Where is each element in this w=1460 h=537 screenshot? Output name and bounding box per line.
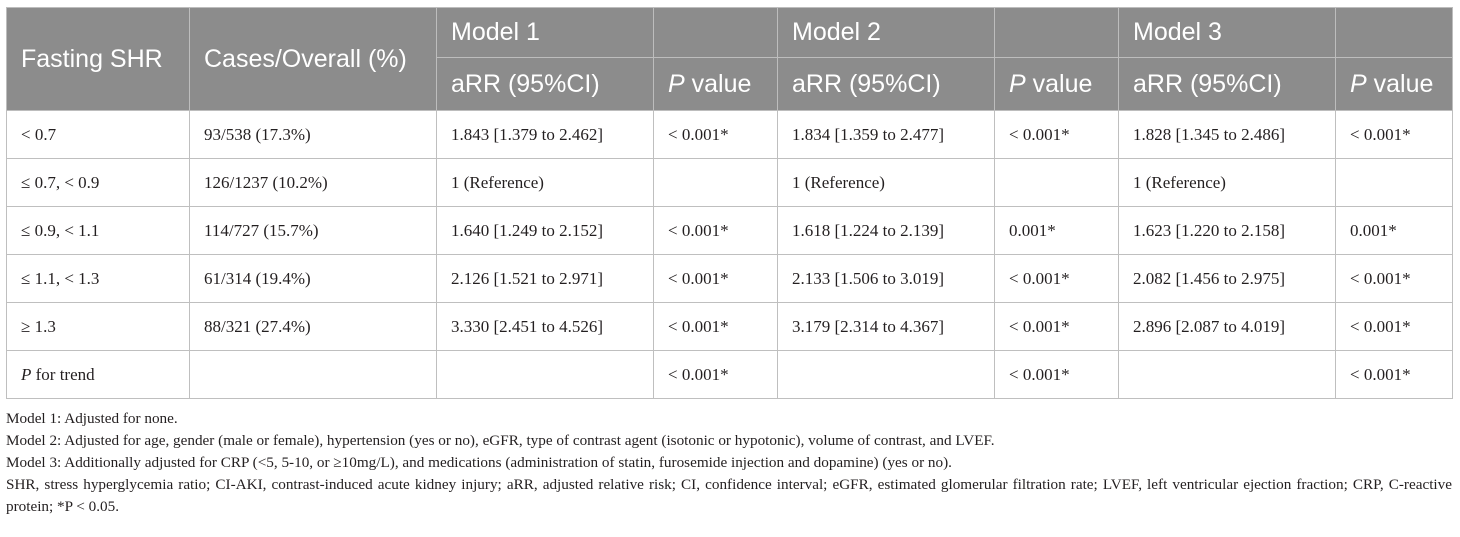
m1-arr-cell: 3.330 [2.451 to 4.526] (436, 302, 654, 351)
header-model-2: Model 2 (777, 7, 995, 58)
m2-p-cell (994, 158, 1119, 207)
cases-cell: 93/538 (17.3%) (189, 110, 437, 159)
p-value-suffix: value (1025, 69, 1093, 98)
table-row: ≤ 0.7, < 0.9 126/1237 (10.2%) 1 (Referen… (6, 158, 1453, 207)
trend-m1-arr-empty (436, 350, 654, 399)
m2-p-cell: < 0.001* (994, 110, 1119, 159)
cases-cell: 126/1237 (10.2%) (189, 158, 437, 207)
m2-arr-cell: 1 (Reference) (777, 158, 995, 207)
header-m2-p-value: P value (994, 57, 1119, 111)
m1-arr-cell: 1.640 [1.249 to 2.152] (436, 206, 654, 255)
m3-arr-cell: 1 (Reference) (1118, 158, 1336, 207)
footnote-model-3: Model 3: Additionally adjusted for CRP (… (6, 454, 952, 471)
header-model-1: Model 1 (436, 7, 654, 58)
trend-m3-arr-empty (1118, 350, 1336, 399)
p-value-suffix: value (684, 69, 752, 98)
table-footnotes: Model 1: Adjusted for none. Model 2: Adj… (6, 408, 1452, 518)
header-model-2-spacer (994, 7, 1119, 58)
header-m3-arr: aRR (95%CI) (1118, 57, 1336, 111)
trend-cases-empty (189, 350, 437, 399)
row-label: ≤ 0.9, < 1.1 (6, 206, 190, 255)
m1-arr-cell: 1 (Reference) (436, 158, 654, 207)
footnote-model-2: Model 2: Adjusted for age, gender (male … (6, 432, 995, 449)
m1-p-cell (653, 158, 778, 207)
cases-cell: 114/727 (15.7%) (189, 206, 437, 255)
p-italic: P (668, 69, 685, 98)
m2-p-cell: 0.001* (994, 206, 1119, 255)
cases-cell: 88/321 (27.4%) (189, 302, 437, 351)
header-m1-p-value: P value (653, 57, 778, 111)
trend-label-suffix: for trend (31, 364, 95, 384)
cases-cell: 61/314 (19.4%) (189, 254, 437, 303)
results-table-container: Fasting SHR Cases/Overall (%) Model 1 Mo… (6, 7, 1453, 399)
m3-p-cell (1335, 158, 1453, 207)
table-body: < 0.7 93/538 (17.3%) 1.843 [1.379 to 2.4… (6, 110, 1453, 399)
m1-arr-cell: 2.126 [1.521 to 2.971] (436, 254, 654, 303)
m3-arr-cell: 1.623 [1.220 to 2.158] (1118, 206, 1336, 255)
m2-p-cell: < 0.001* (994, 254, 1119, 303)
m2-p-cell: < 0.001* (994, 302, 1119, 351)
footnote-abbreviations: SHR, stress hyperglycemia ratio; CI-AKI,… (6, 476, 1452, 515)
header-m1-arr: aRR (95%CI) (436, 57, 654, 111)
table-row: < 0.7 93/538 (17.3%) 1.843 [1.379 to 2.4… (6, 110, 1453, 159)
table-row: ≤ 0.9, < 1.1 114/727 (15.7%) 1.640 [1.24… (6, 206, 1453, 255)
footnote-model-1: Model 1: Adjusted for none. (6, 410, 178, 427)
m3-arr-cell: 2.896 [2.087 to 4.019] (1118, 302, 1336, 351)
trend-m2-p-cell: < 0.001* (994, 350, 1119, 399)
header-m2-arr: aRR (95%CI) (777, 57, 995, 111)
header-cases-overall: Cases/Overall (%) (189, 7, 437, 111)
trend-m2-arr-empty (777, 350, 995, 399)
trend-m1-p-cell: < 0.001* (653, 350, 778, 399)
m1-arr-cell: 1.843 [1.379 to 2.462] (436, 110, 654, 159)
table-row: ≥ 1.3 88/321 (27.4%) 3.330 [2.451 to 4.5… (6, 302, 1453, 351)
m2-arr-cell: 3.179 [2.314 to 4.367] (777, 302, 995, 351)
m3-arr-cell: 1.828 [1.345 to 2.486] (1118, 110, 1336, 159)
m2-arr-cell: 2.133 [1.506 to 3.019] (777, 254, 995, 303)
header-model-3: Model 3 (1118, 7, 1336, 58)
header-model-1-spacer (653, 7, 778, 58)
trend-label: P for trend (6, 350, 190, 399)
m1-p-cell: < 0.001* (653, 254, 778, 303)
table-row: ≤ 1.1, < 1.3 61/314 (19.4%) 2.126 [1.521… (6, 254, 1453, 303)
m1-p-cell: < 0.001* (653, 302, 778, 351)
m3-p-cell: < 0.001* (1335, 302, 1453, 351)
p-value-suffix: value (1366, 69, 1434, 98)
m2-arr-cell: 1.618 [1.224 to 2.139] (777, 206, 995, 255)
m1-p-cell: < 0.001* (653, 206, 778, 255)
row-label: ≤ 1.1, < 1.3 (6, 254, 190, 303)
trend-m3-p-cell: < 0.001* (1335, 350, 1453, 399)
header-fasting-shr: Fasting SHR (6, 7, 190, 111)
m3-p-cell: < 0.001* (1335, 254, 1453, 303)
m3-p-cell: < 0.001* (1335, 110, 1453, 159)
p-italic: P (1350, 69, 1367, 98)
header-m3-p-value: P value (1335, 57, 1453, 111)
trend-p-italic: P (21, 364, 32, 384)
row-label: ≥ 1.3 (6, 302, 190, 351)
table-header: Fasting SHR Cases/Overall (%) Model 1 Mo… (6, 7, 1453, 111)
p-italic: P (1009, 69, 1026, 98)
results-table: Fasting SHR Cases/Overall (%) Model 1 Mo… (6, 7, 1453, 399)
row-label: ≤ 0.7, < 0.9 (6, 158, 190, 207)
m3-p-cell: 0.001* (1335, 206, 1453, 255)
header-model-3-spacer (1335, 7, 1453, 58)
m2-arr-cell: 1.834 [1.359 to 2.477] (777, 110, 995, 159)
trend-row: P for trend < 0.001* < 0.001* < 0.001* (6, 350, 1453, 399)
m3-arr-cell: 2.082 [1.456 to 2.975] (1118, 254, 1336, 303)
row-label: < 0.7 (6, 110, 190, 159)
m1-p-cell: < 0.001* (653, 110, 778, 159)
